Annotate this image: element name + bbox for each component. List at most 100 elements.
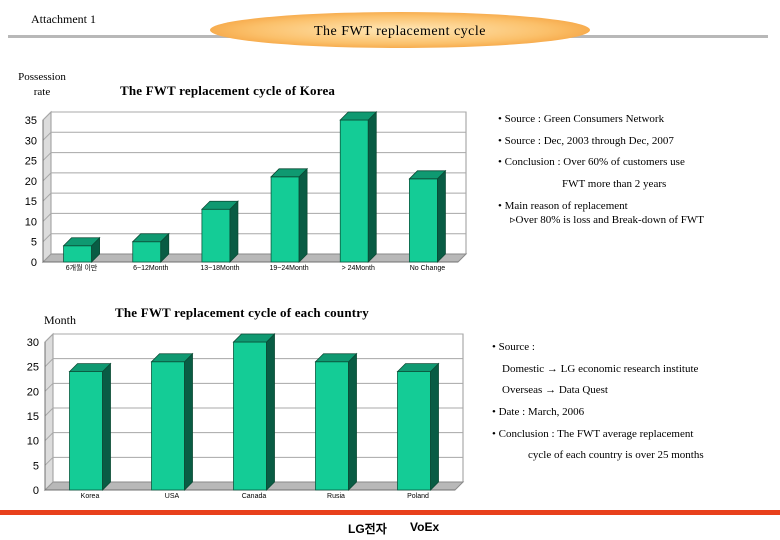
- korea-note-reason2: ▹Over 80% is loss and Break-down of FWT: [510, 214, 705, 226]
- country-chart-title: The FWT replacement cycle of each countr…: [115, 305, 369, 320]
- country-bar: [68, 362, 112, 491]
- korea-bar-side: [298, 167, 308, 263]
- country-ylabel: Month: [43, 313, 76, 327]
- country-bar-front: [397, 371, 431, 491]
- country-note-conclusion1: • Conclusion : The FWT average replaceme…: [492, 428, 694, 440]
- footer-dept: VoEx: [410, 520, 440, 534]
- korea-bar: [339, 111, 378, 263]
- country-category-label: Korea: [81, 493, 100, 500]
- korea-bar-top: [270, 168, 309, 178]
- korea-bar-top: [408, 170, 447, 180]
- korea-category-label: No Change: [410, 265, 446, 272]
- korea-ytick-label: 0: [31, 257, 37, 269]
- country-bar-top: [150, 353, 194, 363]
- korea-gridline: [42, 212, 466, 222]
- country-bar-side: [102, 362, 111, 491]
- korea-ylabel: Possession rate: [12, 70, 72, 100]
- korea-chart: 0 5 10 15 20 25 30 35 6개월 이만 6~12Month 13~18Month 1…: [25, 110, 468, 272]
- korea-ytick-label: 30: [25, 135, 37, 147]
- country-category-label: Canada: [242, 493, 267, 500]
- country-bar-top: [314, 353, 358, 363]
- country-bar-front: [69, 371, 103, 491]
- country-note-date: • Date : March, 2006: [492, 406, 585, 418]
- korea-plot-wall: [50, 111, 467, 255]
- korea-category-label: 13~18Month: [200, 265, 239, 272]
- country-bar-side: [430, 362, 439, 491]
- korea-note-source1: • Source : Green Consumers Network: [498, 113, 665, 125]
- country-category-label: Rusia: [327, 493, 345, 500]
- country-bar-front: [315, 361, 349, 491]
- country-bar-front: [151, 361, 185, 491]
- korea-bar-top: [339, 111, 378, 121]
- korea-gridline: [42, 233, 466, 243]
- country-bar: [150, 352, 194, 491]
- korea-bar-front: [409, 178, 438, 263]
- country-note-overseas: Overseas → Data Quest: [502, 384, 608, 396]
- korea-bar-top: [200, 200, 239, 210]
- korea-bar-front: [339, 119, 369, 263]
- country-note-domestic: Domestic → LG economic research institut…: [502, 363, 699, 375]
- country-bar-front: [233, 341, 267, 491]
- country-ytick-label: 0: [33, 485, 39, 497]
- korea-ytick-label: 35: [25, 115, 37, 127]
- korea-bar: [62, 236, 101, 263]
- title-banner: The FWT replacement cycle: [210, 12, 590, 48]
- attachment-label: Attachment 1: [31, 12, 96, 26]
- country-bar: [232, 333, 276, 491]
- korea-bar-side: [367, 111, 377, 263]
- korea-ytick-label: 10: [25, 216, 37, 228]
- country-bar-top: [396, 363, 440, 372]
- country-note-conclusion2: cycle of each country is over 25 months: [528, 449, 704, 461]
- korea-gridline: [42, 152, 466, 161]
- korea-bar: [131, 232, 170, 263]
- country-ytick-label: 30: [27, 337, 39, 349]
- country-bar-side: [348, 352, 357, 491]
- country-gridline: [44, 333, 463, 343]
- country-bar: [396, 362, 440, 491]
- korea-category-label: 6~12Month: [133, 265, 168, 272]
- korea-bar-side: [437, 169, 446, 263]
- country-bar-side: [184, 352, 193, 491]
- country-ytick-label: 25: [27, 362, 39, 374]
- korea-note-reason1: • Main reason of replacement: [498, 200, 628, 212]
- korea-note-conclusion2: FWT more than 2 years: [562, 178, 667, 190]
- banner-title: The FWT replacement cycle: [314, 24, 486, 39]
- korea-note-conclusion1: • Conclusion : Over 60% of customers use: [498, 156, 685, 168]
- country-ytick-label: 10: [27, 436, 39, 448]
- korea-bar: [270, 167, 309, 263]
- country-note-source: • Source :: [492, 341, 535, 353]
- country-chart: 0 5 10 15 20 25 30 Korea USA Canada Rusia Poland: [27, 332, 465, 500]
- korea-bar-top: [131, 233, 170, 243]
- korea-ytick-label: 25: [25, 156, 37, 168]
- korea-chart-title: The FWT replacement cycle of Korea: [120, 83, 336, 98]
- country-category-label: USA: [165, 493, 180, 500]
- korea-ytick-label: 5: [31, 237, 37, 249]
- country-bar-side: [266, 333, 275, 491]
- korea-gridline: [42, 111, 466, 121]
- country-category-label: Poland: [407, 493, 429, 500]
- country-bar: [314, 352, 358, 491]
- korea-ylabel-line1: Possession: [18, 71, 66, 83]
- korea-bar: [408, 169, 447, 263]
- korea-category-label: 6개월 이만: [66, 263, 98, 272]
- korea-bar-front: [132, 241, 162, 263]
- korea-gridline: [42, 172, 466, 182]
- korea-bar-front: [201, 208, 231, 263]
- country-ytick-label: 15: [27, 411, 39, 423]
- korea-bar-front: [270, 176, 300, 263]
- korea-gridline: [42, 192, 466, 202]
- country-ytick-label: 20: [27, 386, 39, 398]
- korea-bar-top: [62, 237, 101, 247]
- country-bar-top: [232, 333, 276, 343]
- korea-category-label: > 24Month: [342, 265, 375, 272]
- korea-bar-side: [229, 200, 239, 263]
- korea-ytick-label: 20: [25, 176, 37, 188]
- korea-bar: [200, 200, 239, 263]
- korea-note-source2: • Source : Dec, 2003 through Dec, 2007: [498, 135, 674, 147]
- country-ytick-label: 5: [33, 460, 39, 472]
- korea-category-label: 19~24Month: [270, 265, 309, 272]
- korea-gridline: [42, 131, 466, 141]
- korea-side-wall: [42, 110, 52, 264]
- footer-company: LG전자: [348, 522, 387, 536]
- korea-ylabel-line2: rate: [33, 86, 51, 98]
